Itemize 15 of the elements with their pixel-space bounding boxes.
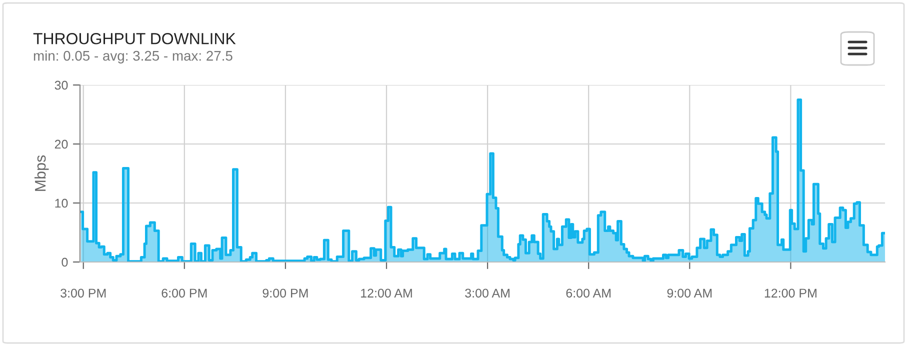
- x-tick-label: 12:00 AM: [361, 288, 412, 298]
- x-tick-label: 9:00 AM: [667, 288, 712, 298]
- x-tick-label: 3:00 PM: [60, 288, 106, 298]
- y-tick-label: 30: [54, 80, 68, 90]
- y-tick-label: 10: [55, 198, 68, 208]
- y-tick-label: 20: [54, 140, 68, 149]
- x-tick-label: 12:00 PM: [764, 288, 816, 298]
- x-tick-label: 9:00 PM: [262, 288, 308, 298]
- x-tick-label: 6:00 PM: [162, 288, 207, 298]
- x-tick-label: 3:00 AM: [465, 288, 510, 298]
- y-tick-label: 0: [62, 258, 68, 267]
- chart-title: THROUGHPUT DOWNLINK: [33, 32, 236, 44]
- x-tick-label: 6:00 AM: [566, 288, 611, 298]
- chart-subtitle: min: 0.05 - avg: 3.25 - max: 27.5: [34, 50, 232, 64]
- y-axis-title: Mbps: [34, 155, 49, 191]
